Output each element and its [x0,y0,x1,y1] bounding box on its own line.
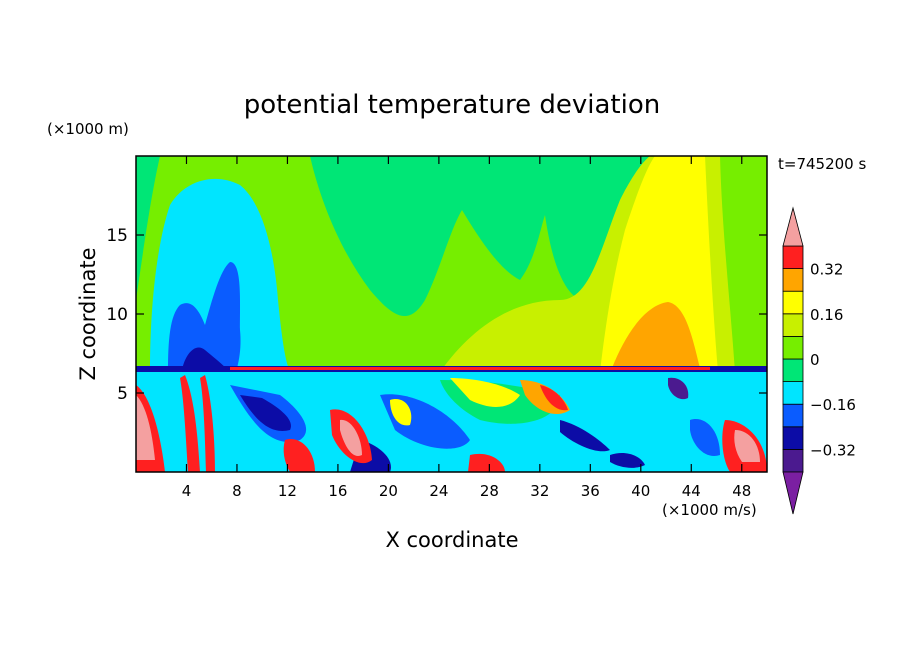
lower-darkblue-1 [240,395,291,431]
y-axis-label: Z coordinate [76,247,100,380]
lower-red-1 [540,385,568,411]
contour-field [136,156,767,472]
contour-darkblue-plume [182,347,228,370]
x-tick-label: 20 [379,482,398,500]
y-tick-label: 10 [106,305,128,325]
x-tick-label: 28 [480,482,499,500]
lower-red-4 [180,375,200,472]
lower-red-7 [468,453,505,472]
colorbar-tick-label: −0.32 [810,441,856,459]
lower-pink-2 [136,395,155,460]
colorbar-band [782,335,804,360]
colorbar-tick-label: −0.16 [810,396,856,414]
colorbar-band [782,268,804,292]
x-axis-label: X coordinate [385,528,518,552]
x-tick-label: 36 [581,482,600,500]
contour-orange-region [612,302,700,368]
lower-yellow-1 [450,378,520,407]
x-tick-label: 4 [182,482,192,500]
y-tick-label: 5 [117,384,128,404]
contour-yellow-region [600,156,718,372]
lower-red-8 [283,439,315,472]
x-tick-label: 48 [732,482,751,500]
x-tick-label: 12 [278,482,297,500]
lower-darkblue-4 [610,453,645,468]
lower-yellow-2 [390,399,412,426]
lower-red-5 [200,375,215,472]
x-tick-label: 8 [232,482,242,500]
colorbar-tick-label: 0.16 [810,306,843,324]
lower-pink-3 [734,430,760,462]
colorbar-tick-label: 0.32 [810,261,843,279]
y-unit-label: (×1000 m) [47,120,129,138]
x-unit-label: (×1000 m/s) [662,501,757,519]
colorbar-band [782,313,804,337]
x-tick-label: 40 [631,482,650,500]
x-tick-label: 24 [429,482,448,500]
contour-blue-plume [168,262,241,372]
colorbar-band [782,245,804,270]
x-tick-label: 44 [682,482,701,500]
colorbar-band [782,381,804,405]
colorbar-band [782,290,804,315]
colorbar-extend-high [782,206,804,247]
contour-green-lower [136,156,160,300]
y-axis: 5 10 15 [106,226,767,404]
colorbar-band [782,426,804,450]
colorbar-band [782,448,804,473]
y-tick-label: 15 [106,226,128,246]
lower-darkblue-3 [560,420,610,452]
chart-title: potential temperature deviation [244,90,660,120]
colorbar: 0.32 0.16 0 −0.16 −0.32 [782,206,856,515]
time-label: t=745200 s [778,155,866,173]
boundary-stripe-red [230,367,710,370]
colorbar-band [782,403,804,428]
lower-purple-1 [668,377,689,400]
lower-pink-1 [340,419,362,456]
colorbar-band [782,358,804,383]
colorbar-tick-label: 0 [810,351,820,369]
x-tick-label: 16 [328,482,347,500]
colorbar-extend-low [782,471,804,515]
x-axis: 4 8 12 16 20 24 28 32 36 40 44 48 [182,156,751,500]
x-tick-label: 32 [530,482,549,500]
lower-blue-3 [690,419,720,456]
contour-green-band [136,156,655,317]
